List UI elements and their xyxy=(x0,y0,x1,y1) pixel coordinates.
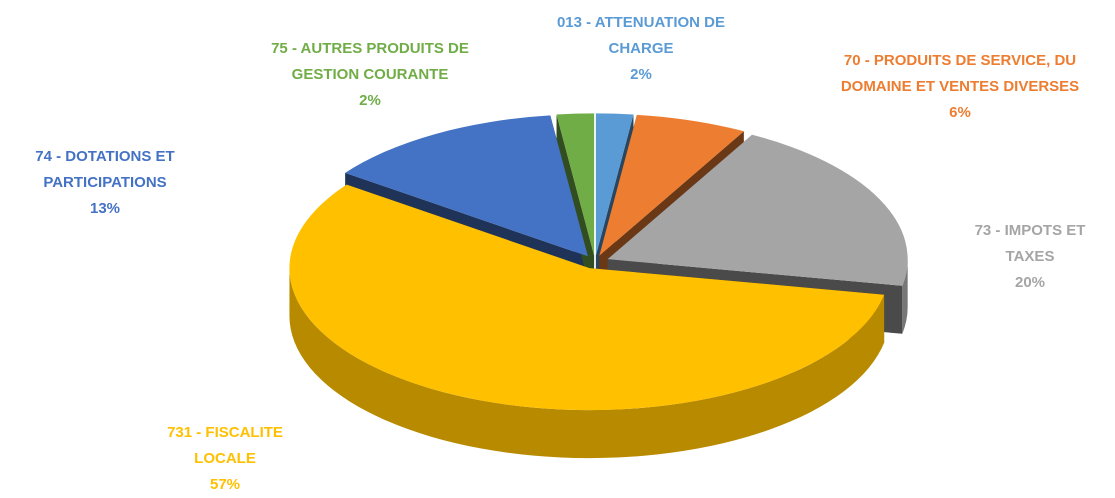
category-label: 731 - FISCALITE LOCALE xyxy=(167,424,283,467)
slice-cut-face xyxy=(556,114,595,304)
category-label: 75 - AUTRES PRODUITS DE GESTION COURANTE xyxy=(271,40,469,83)
category-label: 74 - DOTATIONS ET PARTICIPATIONS xyxy=(35,148,175,191)
value-label: 13% xyxy=(89,200,121,217)
value-label: 2% xyxy=(359,92,381,109)
slice-label: 74 - DOTATIONS ET PARTICIPATIONS 13% xyxy=(5,144,205,222)
slice-label: 73 - IMPOTS ET TAXES 20% xyxy=(950,218,1110,296)
slice-side xyxy=(902,259,908,334)
slice-side xyxy=(289,268,885,459)
slice-label: 731 - FISCALITE LOCALE 57% xyxy=(140,420,310,498)
value-label: 57% xyxy=(209,476,241,493)
slice xyxy=(595,113,634,256)
slice-label: 75 - AUTRES PRODUITS DE GESTION COURANTE… xyxy=(240,36,500,114)
value-label: 20% xyxy=(1014,274,1046,291)
value-label: 2% xyxy=(630,66,652,83)
value-label: 6% xyxy=(949,104,971,121)
slice xyxy=(607,134,908,286)
category-label: 73 - IMPOTS ET TAXES xyxy=(974,222,1086,265)
slice xyxy=(599,114,744,256)
category-label: 013 - ATTENUATION DE CHARGE xyxy=(556,14,726,57)
category-label: 70 - PRODUITS DE SERVICE, DU DOMAINE ET … xyxy=(840,52,1080,95)
slice-label: 013 - ATTENUATION DE CHARGE 2% xyxy=(551,10,731,88)
slice xyxy=(345,115,588,257)
slice xyxy=(289,184,885,411)
slice-label: 70 - PRODUITS DE SERVICE, DU DOMAINE ET … xyxy=(810,48,1110,126)
slice xyxy=(556,113,595,256)
